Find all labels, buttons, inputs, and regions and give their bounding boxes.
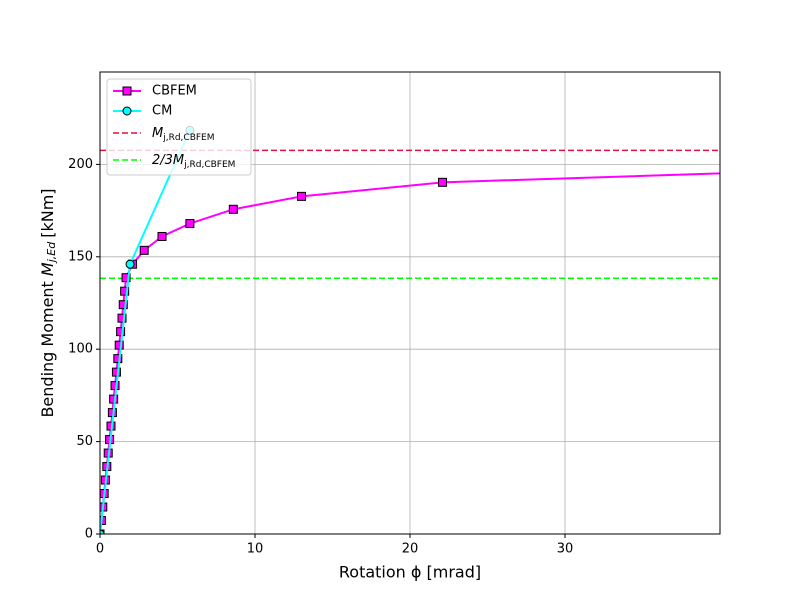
y-tick-label: 150 [68, 249, 93, 264]
y-tick-label: 50 [76, 434, 93, 449]
data-point [439, 178, 447, 186]
y-tick-label: 0 [85, 527, 93, 542]
x-axis-label: Rotation ϕ [mrad] [339, 563, 481, 582]
data-point [186, 220, 194, 228]
legend-label-sub: j,Rd,CBFEM [162, 133, 214, 143]
data-point [229, 205, 237, 213]
legend-label: CBFEM [152, 84, 197, 99]
x-tick-label: 20 [402, 542, 419, 557]
legend-label-main: 2/3M [152, 153, 184, 168]
y-label-text: Bending Moment [38, 281, 57, 417]
y-axis-label: Bending Moment Mj,Ed [kNm] [38, 188, 59, 417]
y-label-symbol: M [38, 262, 57, 276]
data-point [298, 192, 306, 200]
legend-marker [123, 107, 131, 115]
x-tick-label: 10 [247, 542, 264, 557]
legend-marker [123, 87, 131, 95]
x-tick-label: 0 [96, 542, 104, 557]
data-point [110, 395, 118, 403]
y-tick-label: 200 [68, 157, 93, 172]
legend-label: CM [152, 104, 172, 119]
data-point [158, 232, 166, 240]
y-label-unit: [kNm] [38, 188, 57, 237]
data-point [140, 246, 148, 254]
legend-label-main: M [152, 126, 163, 141]
y-label-sub: j,Ed [45, 241, 58, 265]
x-tick-label: 30 [557, 542, 574, 557]
data-point [126, 260, 134, 268]
y-tick-label: 100 [68, 342, 93, 357]
legend-label-sub: j,Rd,CBFEM [183, 160, 235, 170]
